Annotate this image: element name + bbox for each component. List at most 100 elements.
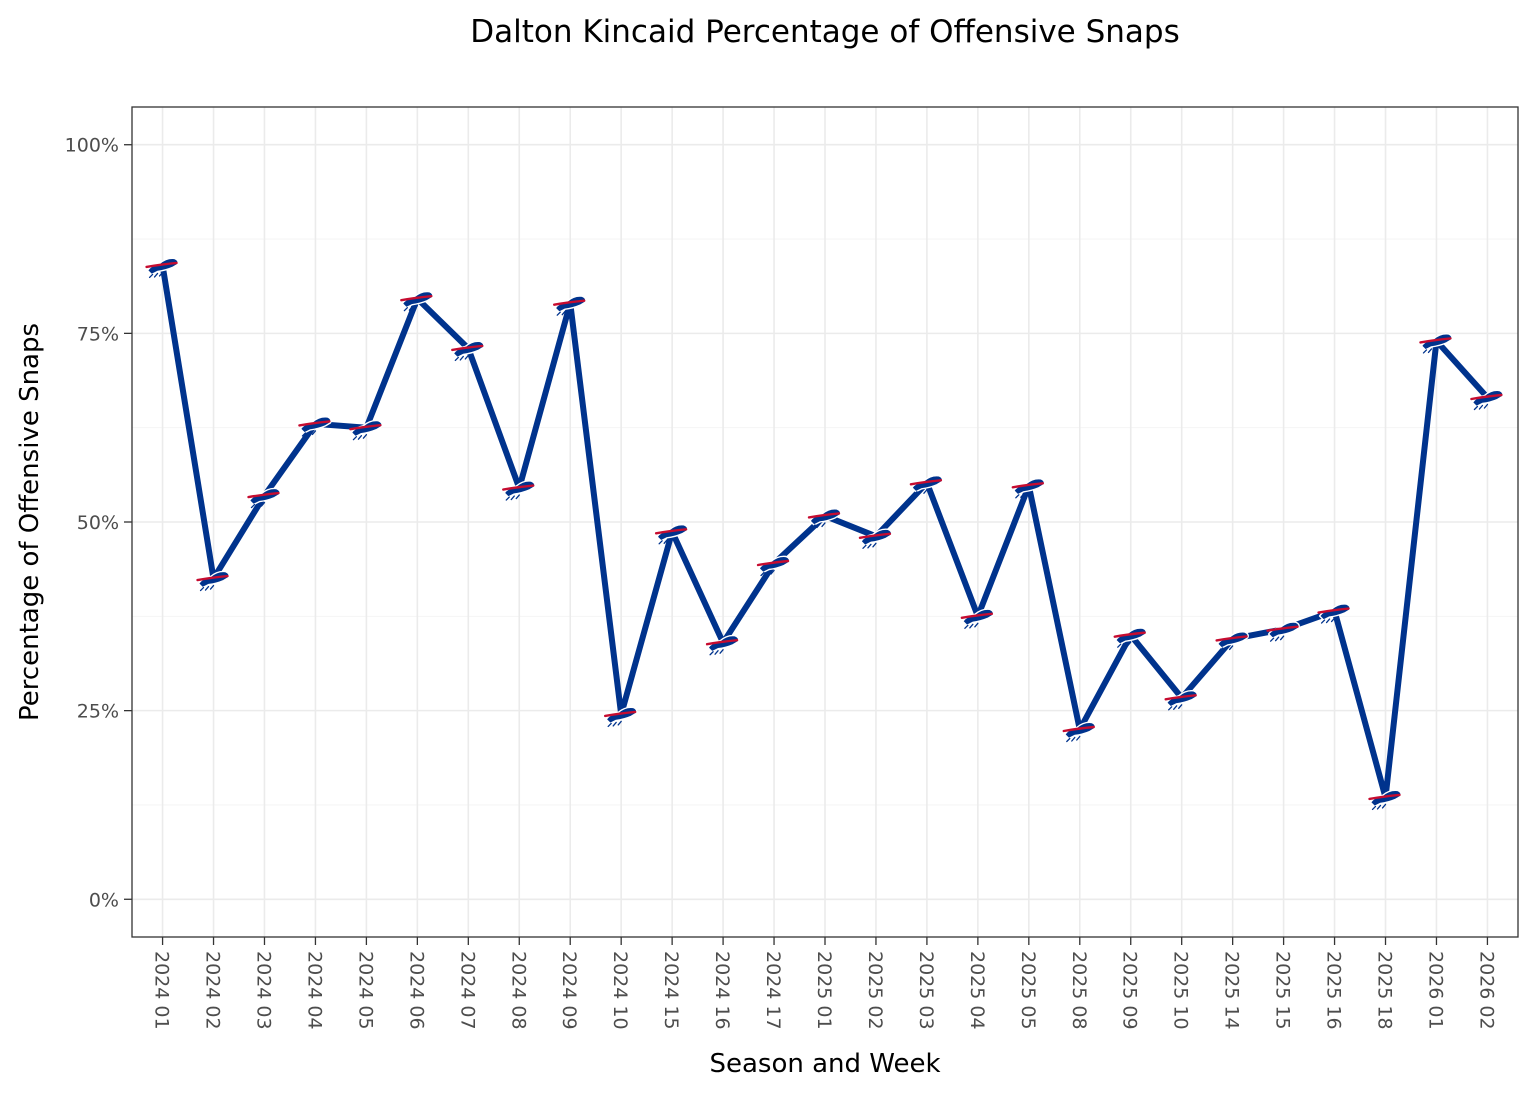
bills-logo-streak	[298, 420, 331, 427]
bills-logo-legs	[1066, 735, 1081, 743]
bills-logo-legs	[1015, 492, 1030, 499]
bills-logo-legs	[862, 542, 877, 549]
data-point-marker	[858, 528, 893, 549]
data-point-marker	[553, 295, 587, 316]
y-tick-label: 0%	[89, 889, 119, 911]
data-point-marker	[1419, 333, 1453, 354]
chart-title: Dalton Kincaid Percentage of Offensive S…	[470, 14, 1180, 50]
x-tick-label: 2025 10	[1170, 951, 1192, 1030]
data-point-marker	[1470, 389, 1504, 411]
bills-logo-streak	[502, 484, 535, 491]
data-point-marker	[502, 480, 536, 501]
bills-logo-streak	[756, 559, 790, 567]
bills-logo-streak	[1266, 625, 1299, 632]
x-tick-label: 2025 14	[1221, 951, 1243, 1030]
data-point-marker	[807, 508, 842, 529]
x-tick-label: 2024 02	[202, 951, 224, 1030]
bills-logo-streak	[247, 491, 280, 499]
data-point-marker	[1011, 477, 1046, 499]
x-axis: 2024 01 2024 02 2024 03 2024 04 2024 05 2024 …	[151, 937, 1497, 1030]
y-axis-title: Percentage of Offensive Snaps	[15, 323, 45, 721]
data-point-marker	[909, 474, 944, 496]
bills-logo-streak	[807, 512, 841, 519]
bills-logo-streak	[145, 261, 178, 269]
bills-logo-legs	[1422, 347, 1438, 354]
bills-logo-legs	[250, 501, 266, 509]
bills-logo-streak	[1317, 607, 1350, 614]
x-tick-label: 2025 08	[1068, 951, 1090, 1030]
data-point-marker	[654, 523, 689, 545]
x-axis-title: Season and Week	[709, 1049, 940, 1079]
bills-logo-streak	[1164, 694, 1197, 701]
x-tick-label: 2024 16	[711, 951, 733, 1030]
bills-logo-legs	[556, 309, 571, 316]
bills-logo-streak	[654, 528, 688, 535]
bills-logo-legs	[709, 649, 724, 656]
bills-logo-legs	[1320, 617, 1336, 624]
bills-logo-streak	[1062, 725, 1095, 733]
bills-logo-streak	[909, 479, 943, 486]
bills-logo-streak	[1113, 631, 1146, 638]
bills-logo-legs	[1117, 641, 1132, 648]
data-point-marker	[1062, 721, 1097, 743]
x-tick-label: 2024 09	[558, 951, 580, 1030]
x-tick-label: 2025 05	[1017, 951, 1039, 1030]
bills-logo-legs	[454, 354, 469, 362]
bills-logo-streak	[400, 294, 433, 302]
data-point-marker	[298, 416, 332, 437]
x-tick-label: 2024 05	[354, 951, 376, 1030]
x-tick-label: 2025 02	[864, 951, 886, 1030]
y-tick-label: 50%	[77, 512, 119, 534]
bills-logo-streak	[960, 612, 994, 620]
x-tick-label: 2025 18	[1374, 951, 1396, 1030]
bills-logo-streak	[1368, 793, 1401, 801]
x-tick-label: 2024 08	[507, 951, 529, 1030]
data-point-marker	[1164, 689, 1198, 711]
x-tick-label: 2025 01	[813, 951, 835, 1030]
x-tick-label: 2026 02	[1475, 951, 1497, 1030]
y-axis: 0% 25% 50% 75% 100%	[65, 135, 132, 911]
bills-logo-legs	[505, 494, 520, 501]
bills-logo-streak	[1011, 482, 1045, 489]
y-tick-label: 75%	[77, 323, 119, 345]
data-point-marker	[145, 257, 179, 279]
bills-logo-streak	[705, 639, 739, 646]
x-tick-label: 2024 10	[609, 951, 631, 1030]
x-tick-label: 2024 06	[405, 951, 427, 1030]
bills-logo-legs	[607, 720, 622, 728]
data-point-marker	[1215, 631, 1249, 652]
bills-logo-legs	[403, 304, 419, 312]
bills-logo-legs	[760, 569, 775, 577]
x-tick-label: 2024 07	[456, 951, 478, 1030]
bills-logo-streak	[603, 710, 637, 718]
x-tick-label: 2024 15	[660, 951, 682, 1030]
data-point-marker	[1317, 603, 1351, 624]
data-point-marker	[603, 706, 638, 728]
bills-logo-streak	[349, 423, 382, 431]
data-point-marker	[1266, 621, 1300, 642]
data-point-marker	[196, 570, 230, 592]
grid	[132, 107, 1518, 937]
bills-logo-legs	[913, 489, 928, 496]
y-tick-label: 25%	[77, 701, 119, 723]
x-tick-label: 2024 04	[303, 951, 325, 1030]
bills-logo-streak	[553, 299, 586, 306]
bills-logo-streak	[451, 344, 484, 352]
data-point-marker	[960, 608, 995, 629]
x-tick-label: 2025 16	[1323, 951, 1345, 1030]
bills-logo-legs	[352, 434, 368, 441]
bills-logo-legs	[964, 622, 979, 629]
x-tick-label: 2024 01	[151, 951, 173, 1030]
bills-logo-legs	[199, 584, 215, 592]
x-tick-label: 2025 15	[1272, 951, 1294, 1030]
data-point-marker	[349, 419, 383, 441]
x-tick-label: 2025 03	[915, 951, 937, 1030]
bills-logo-legs	[301, 430, 317, 437]
bills-logo-legs	[811, 522, 826, 529]
bills-logo-streak	[1470, 393, 1503, 401]
data-point-marker	[1368, 789, 1402, 811]
data-point-marker	[400, 290, 434, 312]
x-tick-label: 2025 09	[1119, 951, 1141, 1030]
